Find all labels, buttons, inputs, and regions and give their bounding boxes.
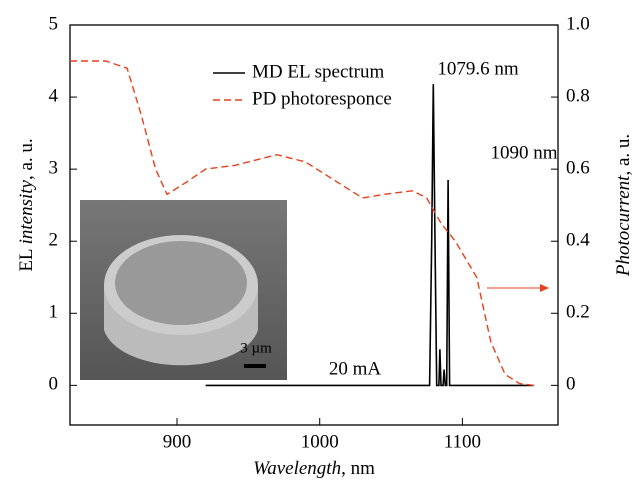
x-tick-label: 900 xyxy=(163,431,192,452)
scale-label: 3 µm xyxy=(240,340,272,356)
y2-tick-label: 0.4 xyxy=(566,230,590,251)
annotation: 20 mA xyxy=(329,358,382,379)
annotation: 1090 nm xyxy=(490,142,557,163)
annotation: 1079.6 nm xyxy=(437,58,519,79)
x-axis-label: Wavelength, nm xyxy=(253,458,375,479)
y-axis-label: EL intensity, a. u. xyxy=(16,138,37,271)
y-tick-label: 2 xyxy=(49,230,59,251)
x-tick-label: 1100 xyxy=(444,431,481,452)
y2-tick-label: 1.0 xyxy=(566,13,590,34)
y2-tick-label: 0.8 xyxy=(566,85,590,106)
y-tick-label: 5 xyxy=(49,13,59,34)
chart: 3 µm 20 mA 1079.6 nm 1090 nm EL intensit… xyxy=(0,0,638,483)
y-tick-label: 4 xyxy=(49,85,59,106)
y-tick-label: 1 xyxy=(49,302,59,323)
y2-axis-label: Photocurrent, a. u. xyxy=(613,134,634,277)
y-tick-label: 0 xyxy=(49,374,59,395)
legend-label: MD EL spectrum xyxy=(252,61,384,82)
y2-tick-label: 0 xyxy=(566,374,576,395)
y2-tick-label: 0.6 xyxy=(566,158,590,179)
legend-label: PD photoresponce xyxy=(252,88,392,109)
y2-tick-label: 0.2 xyxy=(566,302,590,323)
y-tick-label: 3 xyxy=(49,158,59,179)
arrow xyxy=(487,284,549,292)
x-tick-label: 1000 xyxy=(301,431,339,452)
